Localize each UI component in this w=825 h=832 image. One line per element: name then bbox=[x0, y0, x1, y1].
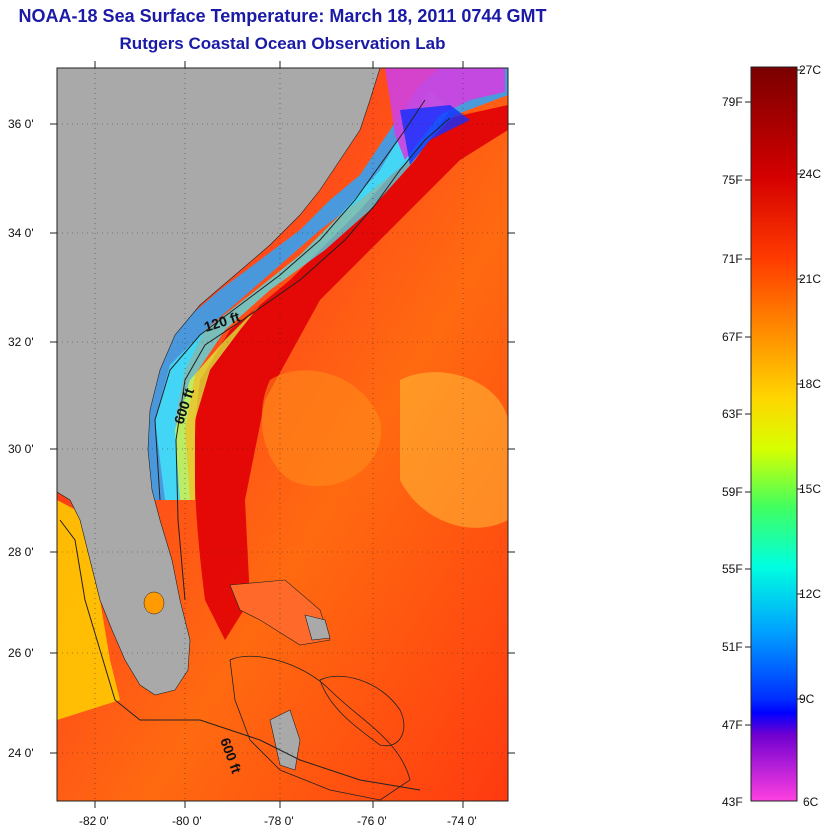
lat-label: 28 0' bbox=[8, 545, 34, 559]
bahamas-island-2 bbox=[304, 614, 331, 641]
bahamas-bank-2 bbox=[229, 655, 411, 801]
lat-label: 36 0' bbox=[8, 117, 34, 131]
tick-marks bbox=[50, 61, 515, 808]
colorbar-f-label: 63F bbox=[722, 407, 743, 421]
lat-label: 32 0' bbox=[8, 335, 34, 349]
bahamas-island bbox=[269, 709, 301, 771]
colorbar-c-label: 27C bbox=[799, 63, 822, 77]
colorbar-c-label: 9C bbox=[799, 692, 815, 706]
isobath-600ft bbox=[175, 117, 451, 601]
lake-okeechobee bbox=[143, 591, 165, 615]
colorbar-f-label: 71F bbox=[722, 252, 743, 266]
colorbar-f-label: 47F bbox=[722, 718, 743, 732]
colorbar-f-label: 67F bbox=[722, 330, 743, 344]
lat-label: 24 0' bbox=[8, 746, 34, 760]
colorbar-f-label: 75F bbox=[722, 173, 743, 187]
cool-patch bbox=[400, 372, 508, 528]
colorbar-f-label: 79F bbox=[722, 95, 743, 109]
lat-label: 34 0' bbox=[8, 226, 34, 240]
isobath-west-florida bbox=[59, 519, 421, 791]
nearshore-yellow bbox=[175, 305, 260, 500]
colorbar-f-label: 59F bbox=[722, 485, 743, 499]
map-subtitle: Rutgers Coastal Ocean Observation Lab bbox=[119, 34, 446, 53]
lon-label: -76 0' bbox=[357, 814, 387, 828]
colorbar-c-label: 6C bbox=[803, 795, 819, 809]
colorbar-f-label: 51F bbox=[722, 640, 743, 654]
bahamas-bank-3 bbox=[319, 675, 405, 747]
land-southeast-us bbox=[57, 68, 381, 696]
colorbar-f-label: 43F bbox=[722, 795, 743, 809]
gulf-stream bbox=[194, 105, 508, 640]
colorbar-f-label: 55F bbox=[722, 562, 743, 576]
colorbar-c-label: 18C bbox=[799, 377, 822, 391]
lon-label: -78 0' bbox=[264, 814, 294, 828]
colorbar-c-label: 15C bbox=[799, 482, 822, 496]
colorbar-c-label: 24C bbox=[799, 167, 822, 181]
nearshore-cyan bbox=[155, 90, 450, 500]
colorbar bbox=[750, 66, 798, 802]
isobath-120ft bbox=[154, 99, 426, 501]
map-frame bbox=[56, 67, 509, 802]
lon-label: -82 0' bbox=[79, 814, 109, 828]
colorbar-c-label: 12C bbox=[799, 587, 822, 601]
map-title: NOAA-18 Sea Surface Temperature: March 1… bbox=[18, 6, 547, 26]
lat-lon-grid bbox=[57, 68, 508, 801]
lat-label: 30 0' bbox=[8, 442, 34, 456]
lon-label: -74 0' bbox=[447, 814, 477, 828]
colorbar-c-label: 21C bbox=[799, 272, 822, 286]
cold-blue-patch bbox=[400, 105, 470, 165]
map-layers bbox=[57, 68, 508, 801]
lat-label: 26 0' bbox=[8, 646, 34, 660]
lon-label: -80 0' bbox=[172, 814, 202, 828]
bahamas-bank bbox=[229, 579, 331, 646]
colorbar-ticks bbox=[745, 69, 803, 726]
warm-eddy bbox=[261, 370, 382, 487]
